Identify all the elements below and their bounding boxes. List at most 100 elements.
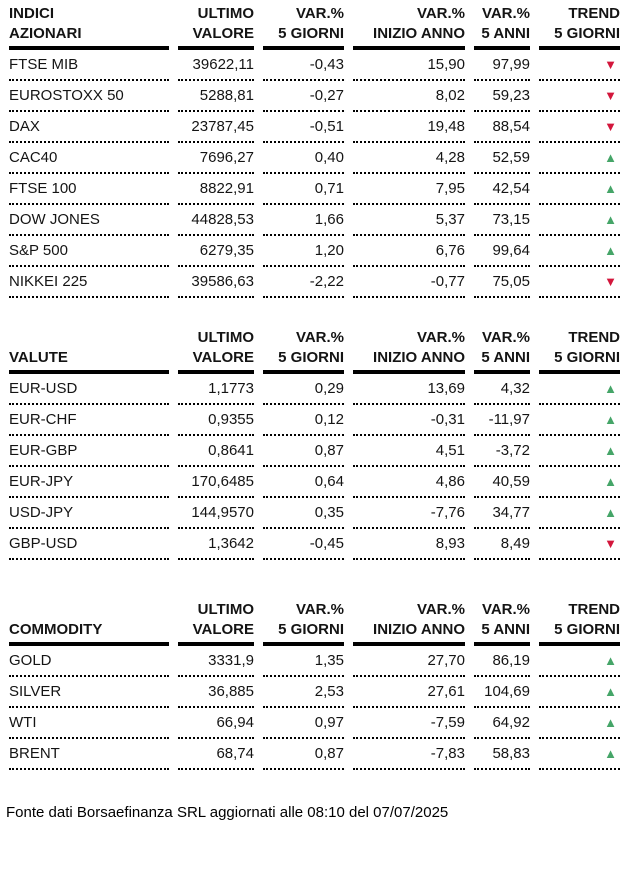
- var-ytd: 8,02: [353, 81, 465, 112]
- last-value: 3331,9: [178, 646, 254, 677]
- var-5-days: 0,29: [263, 374, 344, 405]
- last-value: 66,94: [178, 708, 254, 739]
- table-row: EUROSTOXX 50 5288,81 -0,27 8,02 59,23 ▼: [9, 81, 620, 112]
- col-header-var-inizio-anno: VAR.% INIZIO ANNO: [353, 328, 465, 374]
- var-5-years: 34,77: [474, 498, 530, 529]
- last-value: 8822,91: [178, 174, 254, 205]
- source-note: Fonte dati Borsaefinanza SRL aggiornati …: [6, 804, 449, 821]
- var-ytd: 13,69: [353, 374, 465, 405]
- table-row: EUR-JPY 170,6485 0,64 4,86 40,59 ▲: [9, 467, 620, 498]
- var-5-years: 52,59: [474, 143, 530, 174]
- var-ytd: 4,51: [353, 436, 465, 467]
- var-ytd: 6,76: [353, 236, 465, 267]
- col-header-trend-5-giorni: TREND 5 GIORNI: [539, 328, 620, 374]
- indices-table: INDICI AZIONARI ULTIMO VALORE VAR.% 5 GI…: [0, 4, 629, 298]
- var-5-years: 58,83: [474, 739, 530, 770]
- var-5-years: 73,15: [474, 205, 530, 236]
- table-title-line1: [9, 600, 169, 620]
- var-5-years: 99,64: [474, 236, 530, 267]
- trend-up-icon: ▲: [604, 746, 617, 761]
- instrument-name: S&P 500: [9, 236, 169, 267]
- var-5-years: -3,72: [474, 436, 530, 467]
- market-data-page: INDICI AZIONARI ULTIMO VALORE VAR.% 5 GI…: [0, 4, 629, 821]
- trend-up-icon: ▲: [604, 243, 617, 258]
- last-value: 1,3642: [178, 529, 254, 560]
- var-5-years: 104,69: [474, 677, 530, 708]
- instrument-name: CAC40: [9, 143, 169, 174]
- var-5-years: 97,99: [474, 50, 530, 81]
- trend-down-icon: ▼: [604, 274, 617, 289]
- trend-cell: ▲: [539, 467, 620, 498]
- var-5-days: 2,53: [263, 677, 344, 708]
- trend-cell: ▼: [539, 50, 620, 81]
- table-title: VALUTE: [9, 328, 169, 374]
- last-value: 36,885: [178, 677, 254, 708]
- var-5-days: 0,64: [263, 467, 344, 498]
- table-row: FTSE MIB 39622,11 -0,43 15,90 97,99 ▼: [9, 50, 620, 81]
- trend-up-icon: ▲: [604, 715, 617, 730]
- var-5-days: 0,40: [263, 143, 344, 174]
- last-value: 170,6485: [178, 467, 254, 498]
- table-row: WTI 66,94 0,97 -7,59 64,92 ▲: [9, 708, 620, 739]
- var-5-days: 0,12: [263, 405, 344, 436]
- trend-cell: ▲: [539, 236, 620, 267]
- trend-up-icon: ▲: [604, 505, 617, 520]
- var-5-years: 64,92: [474, 708, 530, 739]
- trend-up-icon: ▲: [604, 443, 617, 458]
- table-row: GBP-USD 1,3642 -0,45 8,93 8,49 ▼: [9, 529, 620, 560]
- indices-table-section: INDICI AZIONARI ULTIMO VALORE VAR.% 5 GI…: [0, 4, 629, 298]
- instrument-name: WTI: [9, 708, 169, 739]
- table-title-line2: AZIONARI: [9, 25, 82, 42]
- trend-up-icon: ▲: [604, 181, 617, 196]
- instrument-name: SILVER: [9, 677, 169, 708]
- var-5-years: 86,19: [474, 646, 530, 677]
- table-title-line2: VALUTE: [9, 349, 68, 366]
- var-ytd: -0,31: [353, 405, 465, 436]
- trend-cell: ▲: [539, 739, 620, 770]
- table-row: FTSE 100 8822,91 0,71 7,95 42,54 ▲: [9, 174, 620, 205]
- var-5-years: 42,54: [474, 174, 530, 205]
- var-ytd: 19,48: [353, 112, 465, 143]
- instrument-name: BRENT: [9, 739, 169, 770]
- var-5-days: -0,51: [263, 112, 344, 143]
- last-value: 144,9570: [178, 498, 254, 529]
- col-header-var-5-giorni: VAR.% 5 GIORNI: [263, 328, 344, 374]
- instrument-name: FTSE MIB: [9, 50, 169, 81]
- trend-cell: ▲: [539, 143, 620, 174]
- instrument-name: FTSE 100: [9, 174, 169, 205]
- table-title-line1: [9, 328, 169, 348]
- trend-cell: ▲: [539, 708, 620, 739]
- trend-up-icon: ▲: [604, 684, 617, 699]
- instrument-name: EUR-USD: [9, 374, 169, 405]
- last-value: 7696,27: [178, 143, 254, 174]
- currencies-table: VALUTE ULTIMO VALORE VAR.% 5 GIORNI VAR.…: [0, 328, 629, 560]
- trend-up-icon: ▲: [604, 474, 617, 489]
- trend-cell: ▲: [539, 498, 620, 529]
- trend-down-icon: ▼: [604, 88, 617, 103]
- col-header-var-5-anni: VAR.% 5 ANNI: [474, 4, 530, 50]
- instrument-name: EUR-JPY: [9, 467, 169, 498]
- instrument-name: USD-JPY: [9, 498, 169, 529]
- last-value: 0,9355: [178, 405, 254, 436]
- table-row: EUR-USD 1,1773 0,29 13,69 4,32 ▲: [9, 374, 620, 405]
- trend-cell: ▲: [539, 374, 620, 405]
- trend-down-icon: ▼: [604, 57, 617, 72]
- var-ytd: 4,28: [353, 143, 465, 174]
- last-value: 0,8641: [178, 436, 254, 467]
- var-ytd: 27,61: [353, 677, 465, 708]
- trend-cell: ▼: [539, 112, 620, 143]
- instrument-name: DAX: [9, 112, 169, 143]
- commodities-table-section: COMMODITY ULTIMO VALORE VAR.% 5 GIORNI V…: [0, 600, 629, 770]
- var-ytd: 8,93: [353, 529, 465, 560]
- trend-cell: ▲: [539, 646, 620, 677]
- var-5-days: -0,43: [263, 50, 344, 81]
- table-title: INDICI AZIONARI: [9, 4, 169, 50]
- table-title: COMMODITY: [9, 600, 169, 646]
- var-5-years: 75,05: [474, 267, 530, 298]
- trend-cell: ▲: [539, 436, 620, 467]
- var-ytd: 7,95: [353, 174, 465, 205]
- var-5-years: 40,59: [474, 467, 530, 498]
- last-value: 68,74: [178, 739, 254, 770]
- trend-up-icon: ▲: [604, 412, 617, 427]
- trend-cell: ▲: [539, 174, 620, 205]
